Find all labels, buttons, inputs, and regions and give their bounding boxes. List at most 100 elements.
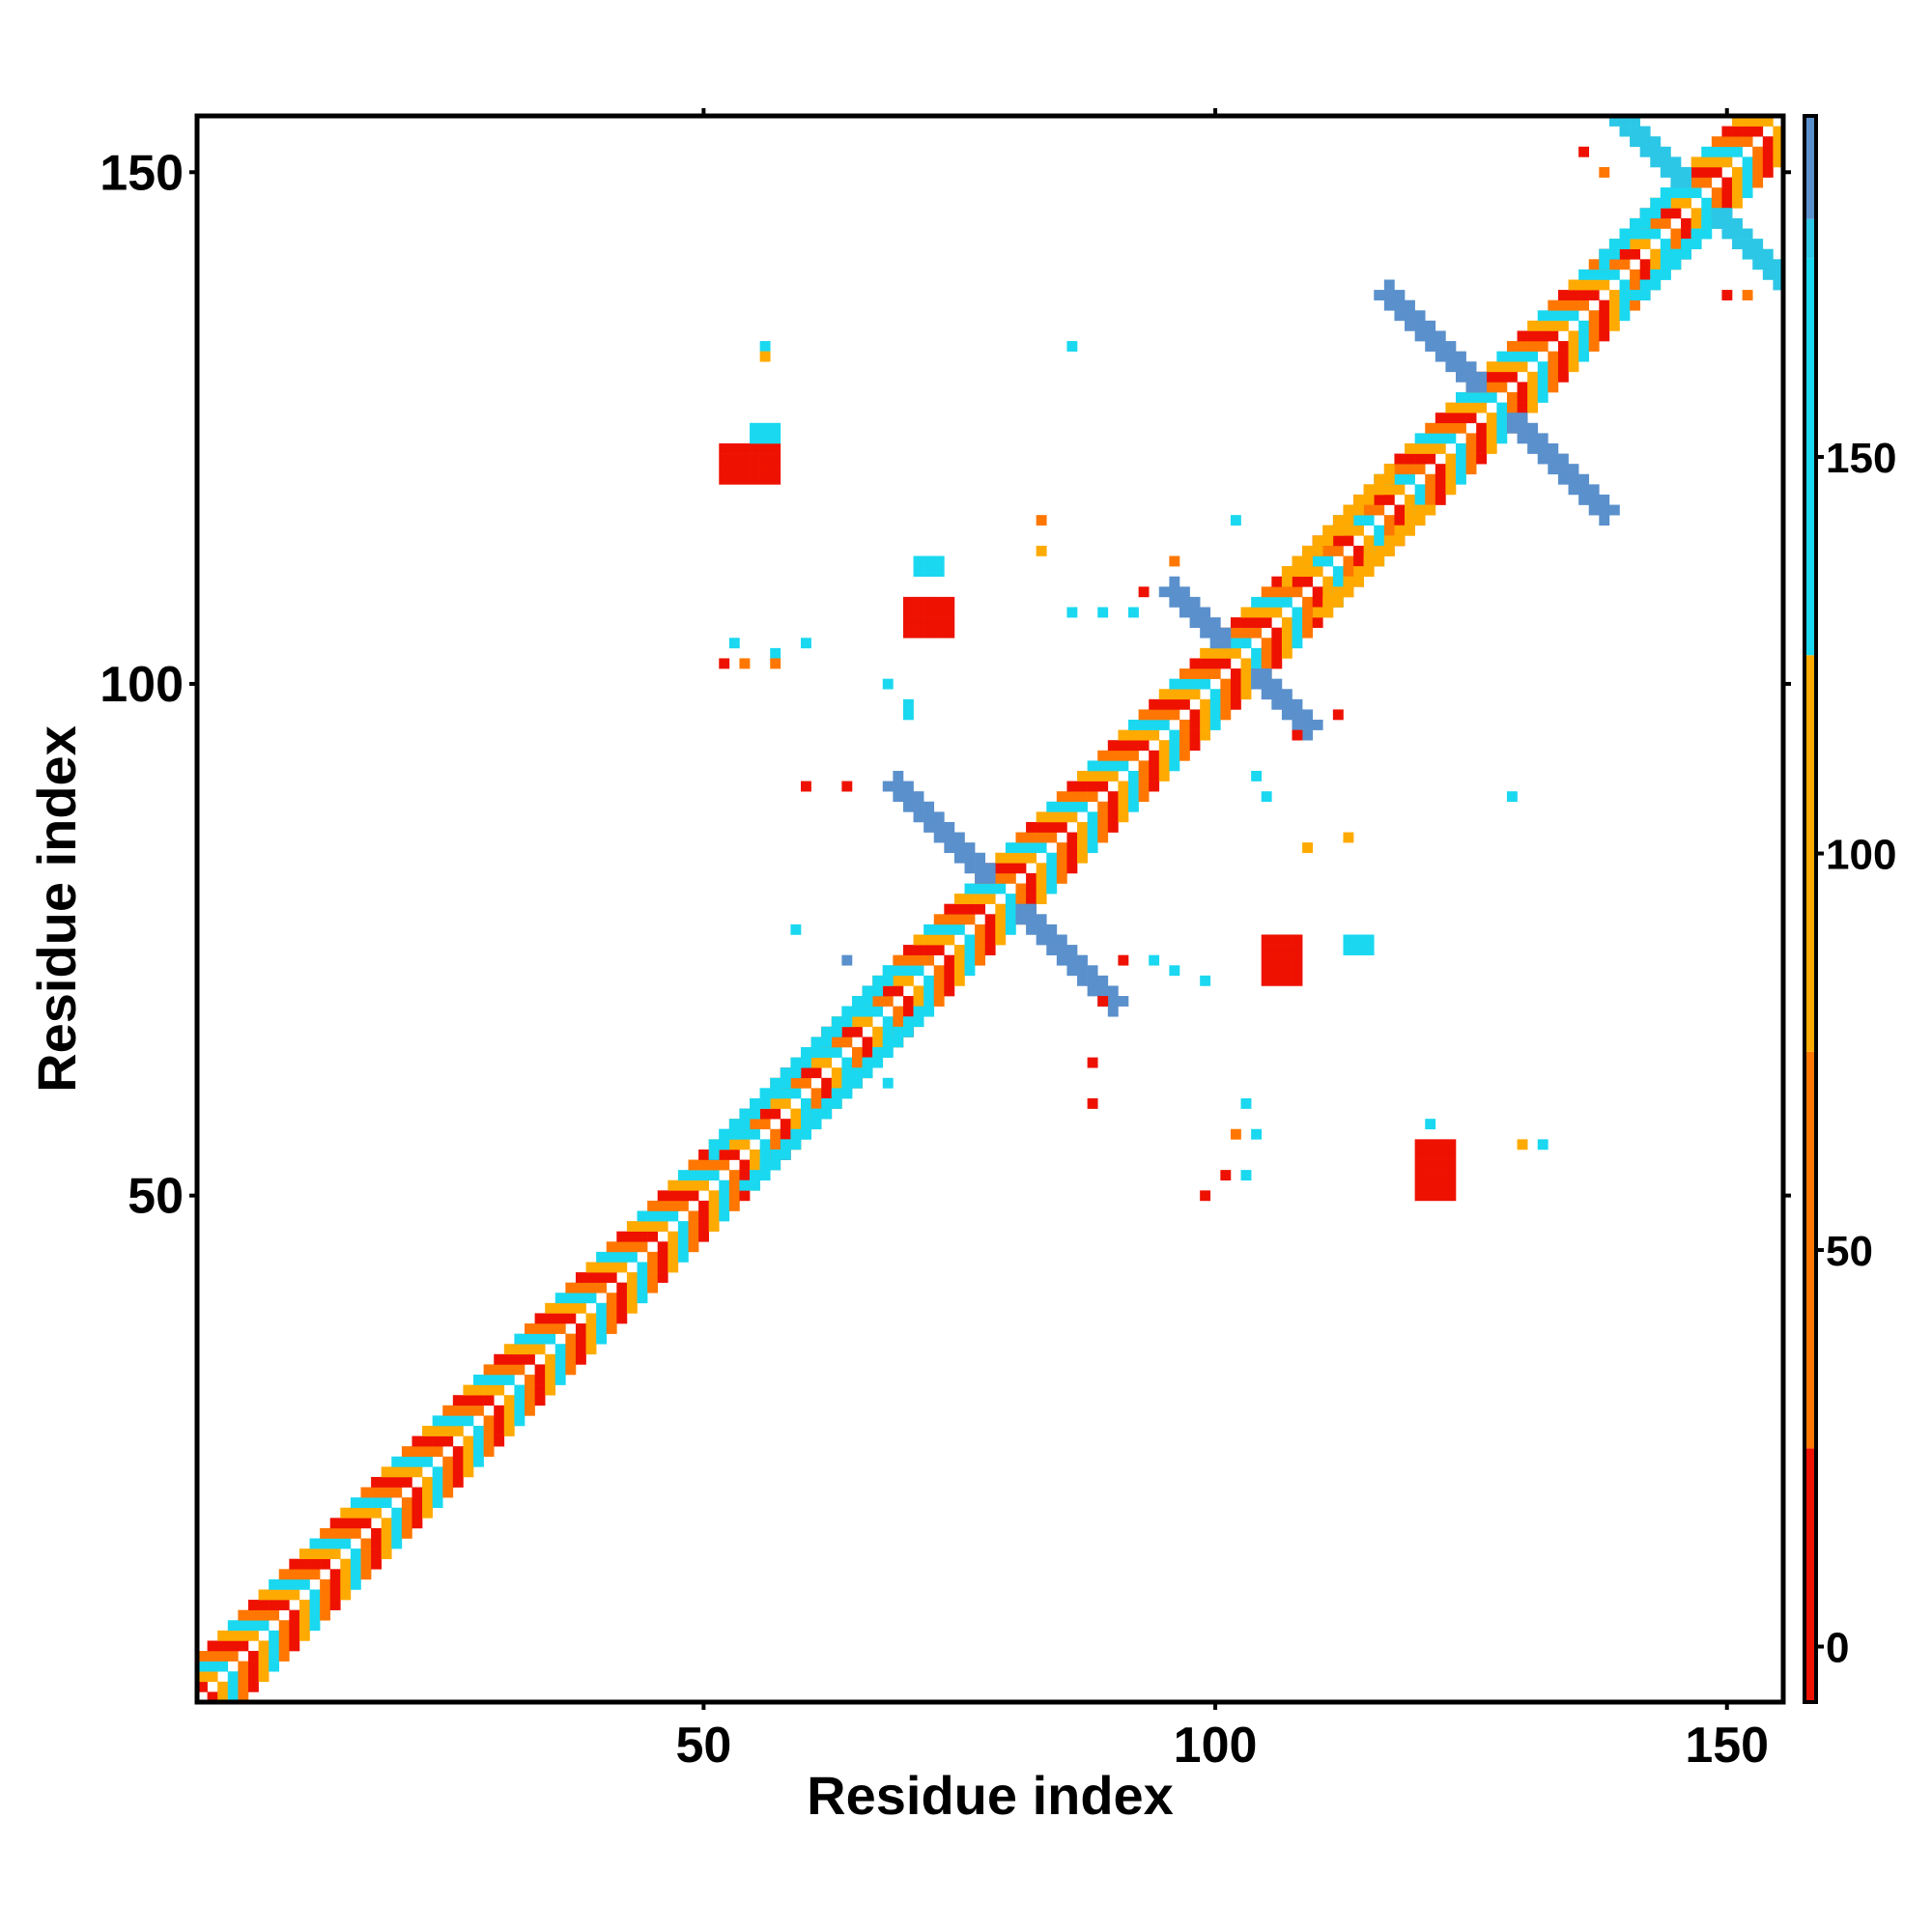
heatmap-cell — [1681, 239, 1691, 250]
heatmap-cell — [1036, 863, 1047, 874]
heatmap-cell — [1179, 689, 1190, 700]
heatmap-cell — [1374, 535, 1385, 547]
heatmap-cell — [473, 1405, 484, 1416]
heatmap-cell — [1189, 617, 1201, 628]
heatmap-cell — [207, 1640, 218, 1652]
heatmap-cell — [381, 1538, 392, 1549]
heatmap-cell — [1414, 464, 1426, 475]
heatmap-cell — [575, 1293, 586, 1304]
heatmap-cell — [320, 1527, 331, 1539]
heatmap-cell — [728, 1200, 740, 1211]
heatmap-cell — [1762, 156, 1774, 168]
heatmap-cell — [247, 1671, 259, 1683]
heatmap-cell — [933, 832, 945, 843]
heatmap-cell — [759, 442, 771, 454]
heatmap-cell — [1240, 627, 1252, 639]
heatmap-cell — [503, 1405, 515, 1416]
heatmap-cell — [759, 464, 771, 475]
heatmap-cell — [422, 1487, 433, 1498]
heatmap-cell — [1732, 146, 1743, 157]
heatmap-cell — [1435, 422, 1446, 434]
heatmap-cell — [1476, 453, 1488, 465]
heatmap-cell — [719, 1128, 730, 1140]
heatmap-cell — [1302, 596, 1313, 608]
heatmap-cell — [575, 1302, 586, 1314]
heatmap-cell — [545, 1375, 556, 1385]
heatmap-cell — [350, 1548, 361, 1559]
heatmap-cell — [1496, 402, 1508, 413]
heatmap-cell — [1578, 299, 1590, 311]
heatmap-cell — [1343, 525, 1354, 536]
heatmap-cell — [1608, 320, 1620, 331]
heatmap-cell — [1261, 965, 1272, 977]
heatmap-cell — [1701, 197, 1713, 209]
heatmap-cell — [1271, 945, 1283, 955]
heatmap-cell — [995, 914, 1007, 925]
heatmap-cell — [626, 1293, 638, 1304]
heatmap-cell — [1322, 596, 1334, 608]
heatmap-cell — [1077, 832, 1088, 843]
heatmap-cell — [1742, 126, 1753, 137]
heatmap-cell — [1496, 351, 1508, 362]
heatmap-cell — [494, 1384, 505, 1396]
heatmap-cell — [1742, 228, 1753, 240]
heatmap-cell — [329, 1518, 341, 1529]
heatmap-cell — [1230, 647, 1241, 659]
heatmap-cell — [585, 1293, 597, 1304]
heatmap-cell — [902, 945, 914, 955]
heatmap-cell — [1251, 647, 1263, 659]
heatmap-cell — [821, 1047, 833, 1058]
heatmap-cell — [1476, 442, 1488, 454]
heatmap-cell — [1588, 320, 1600, 331]
heatmap-cell — [1261, 945, 1272, 955]
heatmap-cell — [1271, 934, 1283, 946]
heatmap-cell — [1271, 647, 1283, 659]
heatmap-cell — [902, 975, 914, 986]
heatmap-cell — [1138, 729, 1150, 741]
heatmap-cell — [585, 1313, 597, 1324]
heatmap-cell — [1701, 166, 1713, 178]
heatmap-cell — [770, 442, 781, 454]
heatmap-cell — [995, 934, 1007, 946]
heatmap-cell — [463, 1405, 474, 1416]
heatmap-cell — [1548, 361, 1559, 373]
heatmap-cell — [1046, 872, 1058, 884]
heatmap-cell — [677, 1241, 689, 1253]
heatmap-cell — [1557, 473, 1569, 485]
heatmap-cell — [1435, 433, 1446, 444]
heatmap-cell — [1332, 535, 1344, 547]
heatmap-cell — [309, 1538, 321, 1549]
heatmap-cell — [1015, 842, 1027, 854]
heatmap-cell — [1066, 852, 1078, 864]
heatmap-cell — [1169, 689, 1180, 700]
heatmap-cell — [463, 1446, 474, 1458]
heatmap-cell — [1476, 433, 1488, 444]
heatmap-cell — [719, 1179, 730, 1191]
heatmap-cell — [381, 1518, 392, 1529]
heatmap-cell — [442, 1466, 454, 1478]
heatmap-cell — [1220, 689, 1232, 700]
heatmap-cell — [1209, 638, 1221, 649]
heatmap-cell — [554, 1344, 566, 1355]
heatmap-cell — [984, 923, 996, 935]
heatmap-cell — [882, 1077, 894, 1089]
plot-frame — [194, 113, 1786, 1705]
heatmap-cell — [298, 1609, 310, 1621]
heatmap-cell — [801, 1119, 811, 1130]
heatmap-cell — [1630, 116, 1640, 127]
heatmap-cell — [995, 863, 1007, 874]
heatmap-cell — [1639, 208, 1651, 219]
heatmap-cell — [1046, 801, 1058, 812]
heatmap-cell — [278, 1589, 290, 1601]
heatmap-cell — [1405, 320, 1415, 331]
heatmap-cell — [1732, 228, 1743, 240]
heatmap-cell — [596, 1251, 608, 1263]
heatmap-cell — [197, 1681, 208, 1692]
heatmap-cell — [728, 1190, 740, 1202]
heatmap-cell — [984, 945, 996, 955]
heatmap-cell — [606, 1293, 617, 1304]
heatmap-cell — [1527, 422, 1539, 434]
heatmap-cell — [1056, 821, 1067, 833]
heatmap-cell — [309, 1620, 321, 1632]
